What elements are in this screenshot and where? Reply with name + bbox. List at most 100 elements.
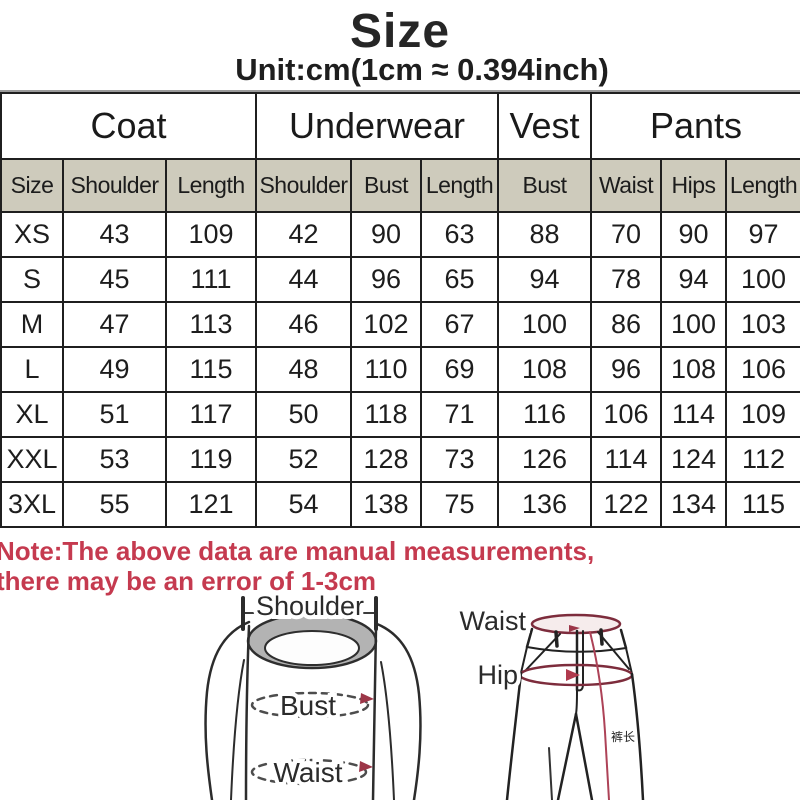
bust-arrow-icon [360,693,374,704]
size-cell: XS [0,211,64,258]
value-cell: 122 [590,481,663,528]
col-header-size: Size [0,158,64,213]
measurement-note-line1: Note:The above data are manual measureme… [0,536,595,566]
value-cell: 88 [497,211,593,258]
value-cell: 126 [497,436,593,483]
value-cell: 51 [62,391,167,438]
value-cell: 42 [255,211,352,258]
value-cell: 100 [660,301,728,348]
size-cell: XXL [0,436,64,483]
size-table: Coat Underwear Vest Pants Size Shoulder … [0,92,800,528]
measurement-diagrams: Shoulder Bust Waist [204,590,645,800]
pants-hip-label: Hip [477,660,518,690]
col-header-pants-hips: Hips [660,158,728,213]
table-row-3xl: 3XL 55 121 54 138 75 136 122 134 115 [0,481,800,528]
value-cell: 55 [62,481,167,528]
pants-waist-arrow-icon [569,625,580,632]
value-cell: 90 [350,211,422,258]
value-cell: 48 [255,346,352,393]
value-cell: 75 [419,481,500,528]
value-cell-patched: 106 [590,391,663,438]
col-header-coat-shoulder: Shoulder [62,158,167,213]
size-cell: XL [0,391,64,438]
value-cell: 116 [497,391,593,438]
value-cell: 124 [660,436,728,483]
value-cell: 43 [62,211,167,258]
value-cell: 54 [255,481,352,528]
value-cell: 118 [350,391,422,438]
value-cell: 115 [165,346,257,393]
value-cell-patched: 78 [590,256,663,303]
unit-line: Unit:cm(1cm ≈ 0.394inch) [235,52,609,87]
value-cell: 115 [725,481,800,528]
value-cell: 96 [350,256,422,303]
table-row-l: L 49 115 48 110 69 108 96 108 106 [0,346,800,393]
value-cell: 97 [725,211,800,258]
group-header-row: Coat Underwear Vest Pants [0,92,800,160]
page-title: Size [349,5,451,58]
measurement-note-line2: there may be an error of 1-3cm [0,566,377,596]
value-cell: 70 [590,211,663,258]
size-cell: L [0,346,64,393]
col-header-underwear-bust: Bust [350,158,422,213]
value-cell: 49 [62,346,167,393]
value-cell: 112 [725,436,800,483]
size-cell: S [0,256,64,303]
size-cell: M [0,301,64,348]
group-header-coat: Coat [0,92,257,160]
value-cell: 63 [419,211,500,258]
shirt-bust-label: Bust [280,690,336,721]
value-cell: 67 [419,301,500,348]
value-cell-patched: 96 [590,346,663,393]
shirt-diagram: Shoulder Bust Waist [204,590,422,800]
value-cell: 128 [350,436,422,483]
value-cell: 90 [660,211,728,258]
table-row-s: S 45 111 44 96 65 94 78 94 100 [0,256,800,303]
value-cell: 102 [350,301,422,348]
table-row-m: M 47 113 46 102 67 100 86 100 103 [0,301,800,348]
table-row-xxl: XXL 53 119 52 128 73 126 114 124 112 [0,436,800,483]
value-cell: 53 [62,436,167,483]
group-header-vest: Vest [497,92,593,160]
value-cell: 46 [255,301,352,348]
value-cell: 71 [419,391,500,438]
value-cell: 103 [725,301,800,348]
value-cell: 121 [165,481,257,528]
value-cell: 119 [165,436,257,483]
value-cell: 65 [419,256,500,303]
value-cell-patched: 114 [590,436,663,483]
value-cell: 108 [497,346,593,393]
shirt-shoulder-label: Shoulder [256,591,364,621]
value-cell: 52 [255,436,352,483]
value-cell: 50 [255,391,352,438]
pants-length-label: 裤长 [611,730,635,744]
value-cell: 138 [350,481,422,528]
value-cell: 113 [165,301,257,348]
value-cell: 136 [497,481,593,528]
hip-arrow-icon [566,669,580,681]
value-cell: 100 [497,301,593,348]
value-cell: 109 [725,391,800,438]
value-cell: 111 [165,256,257,303]
column-header-row: Size Shoulder Length Shoulder Bust Lengt… [0,158,800,213]
value-cell: 117 [165,391,257,438]
value-cell: 44 [255,256,352,303]
value-cell: 69 [419,346,500,393]
size-table-wrap: Coat Underwear Vest Pants Size Shoulder … [0,90,800,528]
col-header-vest-bust: Bust [497,158,593,213]
value-cell: 110 [350,346,422,393]
value-cell: 109 [165,211,257,258]
table-row-xl: XL 51 117 50 118 71 116 106 114 109 [0,391,800,438]
size-cell: 3XL [0,481,64,528]
value-cell: 86 [590,301,663,348]
col-header-underwear-shoulder: Shoulder [255,158,352,213]
table-row-xs: XS 43 109 42 90 63 88 70 90 97 [0,211,800,258]
col-header-underwear-length: Length [419,158,500,213]
value-cell: 47 [62,301,167,348]
shirt-waist-label: Waist [274,757,343,788]
group-header-underwear: Underwear [254,92,500,160]
value-cell: 45 [62,256,167,303]
value-cell: 108 [660,346,728,393]
value-cell: 114 [660,391,728,438]
